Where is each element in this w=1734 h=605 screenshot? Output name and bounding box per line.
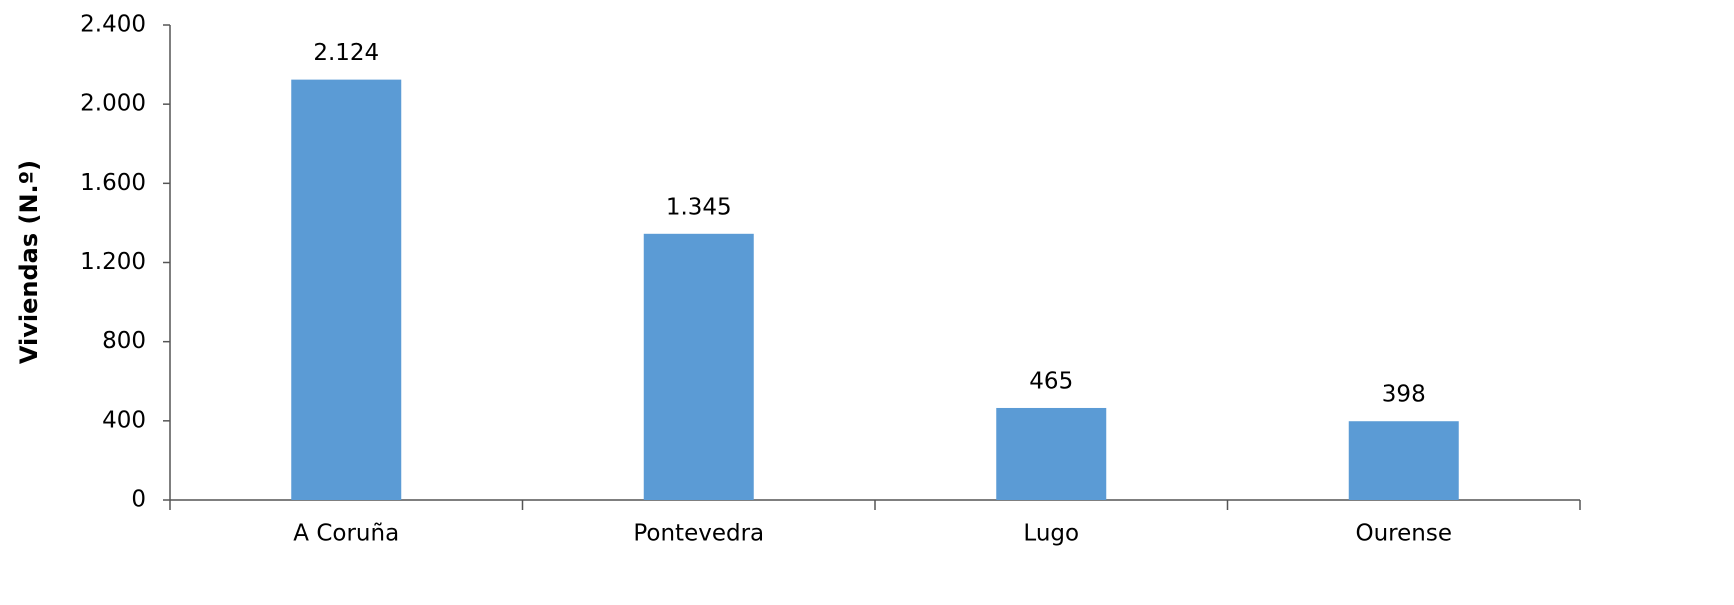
data-label: 2.124 [313,40,379,66]
y-tick-label: 0 [131,487,146,513]
bar [643,233,754,501]
bar [291,79,402,500]
x-tick-label: Pontevedra [633,521,764,547]
x-tick-label: A Coruña [293,521,399,547]
bar [996,407,1107,500]
data-label: 1.345 [666,194,732,220]
data-label: 398 [1382,382,1426,408]
y-tick-label: 2.000 [80,91,146,117]
bar [1348,421,1459,500]
y-tick-label: 2.400 [80,12,146,38]
y-tick-label: 400 [102,407,146,433]
x-tick-label: Ourense [1356,521,1453,547]
y-tick-label: 1.600 [80,170,146,196]
y-tick-label: 800 [102,328,146,354]
y-axis-label: Viviendas (N.º) [15,160,43,364]
x-tick-label: Lugo [1023,521,1079,547]
y-tick-label: 1.200 [80,249,146,275]
data-label: 465 [1029,368,1073,394]
